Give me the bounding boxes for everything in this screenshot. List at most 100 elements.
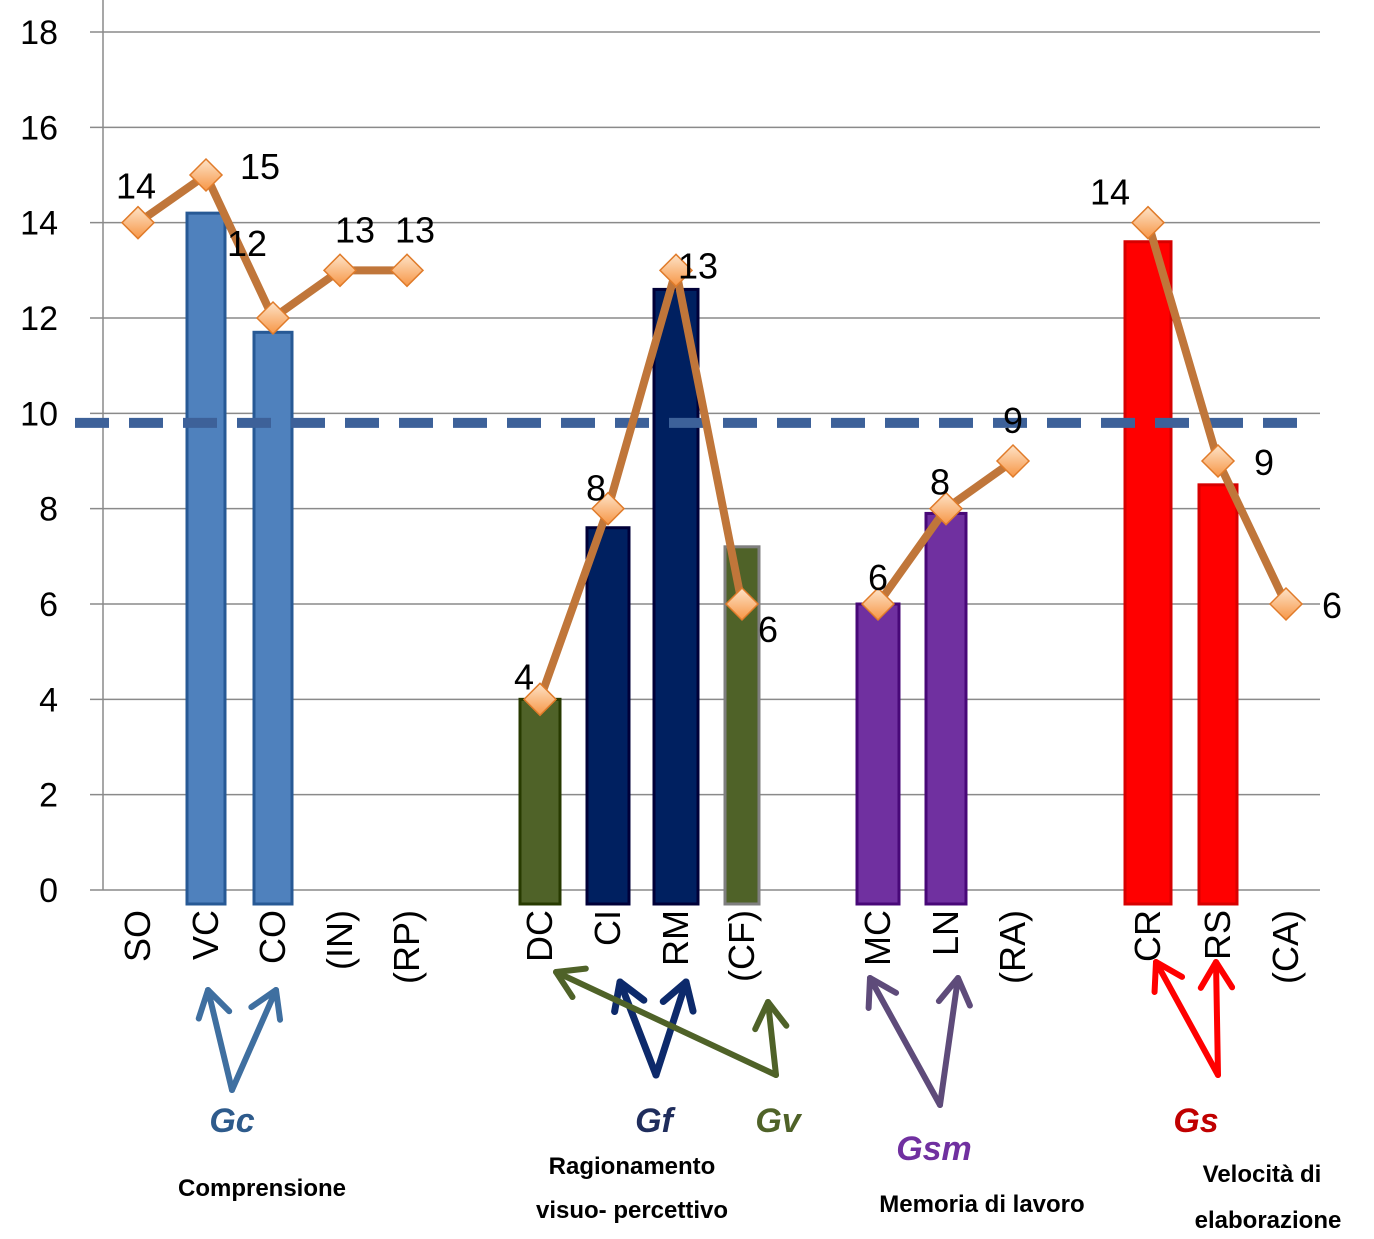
data-label-in: 13: [335, 209, 375, 250]
data-label-rp: 13: [395, 209, 435, 250]
arrow-gsm-1: [867, 975, 943, 1108]
factor-label-gsm: Gsm: [896, 1130, 972, 1168]
bar-mc: [855, 602, 901, 906]
x-tick-label: MC: [857, 910, 898, 966]
caption-gs-2: elaborazione: [1195, 1207, 1342, 1234]
x-tick-label: LN: [925, 910, 966, 956]
data-label-cf: 6: [758, 609, 778, 650]
marker-rp: [389, 253, 425, 288]
data-label-rs: 9: [1254, 442, 1274, 483]
marker-ln: [928, 491, 964, 526]
x-tick-label: (RP): [386, 910, 427, 984]
arrowhead-gc-1: [195, 987, 233, 1022]
arrow-gv-1: [553, 969, 779, 1078]
arrowhead-gv-2: [752, 999, 790, 1033]
marker-cr: [1130, 205, 1166, 240]
data-label-ci: 8: [586, 468, 606, 509]
caption-gf-1: Ragionamento: [549, 1153, 716, 1180]
arrowhead-gsm-2: [935, 975, 973, 1009]
data-label-mc: 6: [868, 557, 888, 598]
x-tick-label: (CF): [721, 910, 762, 982]
x-tick-label: (CA): [1265, 910, 1306, 984]
arrow-gs-2: [1213, 959, 1221, 1078]
bar-rm: [652, 287, 700, 906]
marker-rs: [1200, 443, 1236, 479]
x-tick-label: SO: [117, 910, 158, 962]
bar-ci: [585, 526, 631, 906]
bars: [185, 211, 1239, 906]
factor-label-gs: Gs: [1173, 1102, 1218, 1140]
arrow-gf-1: [616, 978, 660, 1079]
y-tick-label: 12: [20, 300, 58, 338]
line-series: [120, 157, 1304, 717]
arrowhead-gf-2: [659, 978, 697, 1015]
y-tick-label: 4: [39, 681, 58, 719]
marker-ca: [1268, 586, 1304, 622]
arrowhead-gs-1: [1151, 959, 1186, 995]
y-tick-label: 16: [20, 109, 58, 147]
y-tick-label: 18: [20, 14, 58, 52]
arrow-gc-2: [229, 987, 279, 1093]
x-tick-label: RM: [655, 910, 696, 966]
caption-gsm-1: Memoria di lavoro: [879, 1191, 1084, 1218]
data-labels: 14 15 12 13 13 4 8 13 6 6 8 9 14 9 6: [116, 146, 1342, 697]
marker-mc: [860, 586, 896, 622]
x-tick-label: DC: [519, 910, 560, 962]
group-labels: Gc Comprensione Gf Ragionamento visuo- perce…: [178, 1102, 1341, 1234]
x-tick-label: CO: [252, 910, 293, 964]
data-label-vc: 15: [240, 146, 280, 187]
caption-gs-1: Velocità di: [1203, 1161, 1322, 1188]
x-tick-label: CR: [1127, 910, 1168, 962]
y-tick-label: 10: [20, 395, 58, 433]
x-tick-label: VC: [185, 910, 226, 960]
marker-cf: [724, 586, 760, 622]
group-arrows: [195, 959, 1236, 1108]
marker-so: [120, 205, 156, 240]
x-tick-label: (IN): [319, 910, 360, 970]
bar-rs: [1197, 483, 1239, 906]
data-label-dc: 4: [514, 656, 534, 697]
factor-label-gf: Gf: [635, 1102, 676, 1140]
bar-ln: [924, 511, 968, 906]
data-label-ca: 6: [1322, 585, 1342, 626]
marker-co: [255, 300, 291, 336]
data-label-rm: 13: [678, 245, 718, 286]
marker-ra: [995, 443, 1031, 479]
data-label-ra: 9: [1003, 400, 1023, 441]
x-tick-label: CI: [587, 910, 628, 946]
arrow-gs-1: [1153, 959, 1221, 1078]
bar-cr: [1123, 240, 1173, 906]
x-axis-labels: SO VC CO (IN) (RP) DC CI RM (CF) MC LN (RA) CR RS (CA): [117, 910, 1306, 984]
x-tick-label: RS: [1197, 910, 1238, 960]
marker-rm: [658, 253, 694, 288]
y-tick-label: 2: [39, 777, 58, 815]
caption-gc-1: Comprensione: [178, 1175, 346, 1202]
data-label-so: 14: [116, 166, 156, 207]
arrow-gsm-2: [937, 975, 961, 1108]
arrowhead-gc-2: [248, 987, 284, 1023]
arrowhead-gsm-1: [865, 975, 900, 1011]
y-tick-label: 6: [39, 586, 58, 624]
x-tick-label: (RA): [992, 910, 1033, 984]
marker-vc: [188, 157, 224, 193]
marker-in: [322, 253, 358, 288]
y-tick-label: 14: [20, 205, 58, 243]
marker-dc: [522, 682, 558, 717]
arrowhead-gs-2: [1197, 959, 1236, 991]
arrowhead-gv-1: [553, 965, 589, 1001]
marker-ci: [590, 491, 626, 526]
factor-label-gv: Gv: [755, 1102, 802, 1140]
series-line-2: [536, 266, 746, 701]
arrow-gc-1: [205, 987, 235, 1093]
bar-vc: [185, 211, 227, 906]
factor-label-gc: Gc: [209, 1102, 254, 1140]
data-label-ln: 8: [930, 462, 950, 503]
data-label-co: 12: [227, 223, 267, 264]
y-tick-label: 0: [39, 872, 58, 910]
arrow-gv-2: [765, 999, 779, 1078]
y-tick-label: 8: [39, 491, 58, 529]
caption-gf-2: visuo- percettivo: [536, 1197, 728, 1224]
bar-dc: [518, 697, 562, 906]
data-label-cr: 14: [1090, 172, 1130, 213]
